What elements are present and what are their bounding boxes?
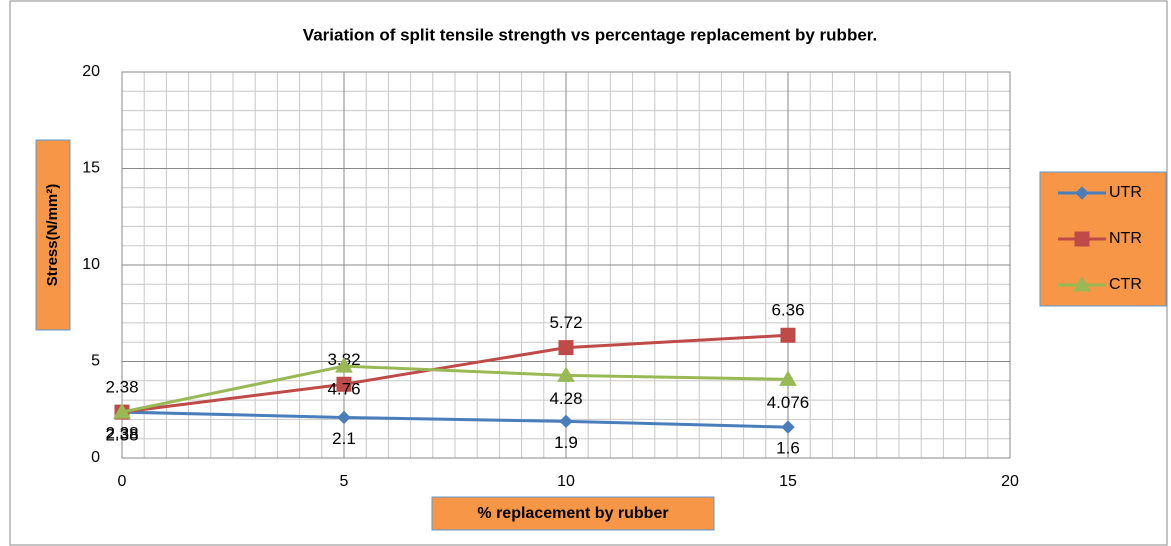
data-label: 4.076 [767,393,810,412]
y-tick-label: 10 [82,256,100,273]
x-axis-title: % replacement by rubber [477,505,668,522]
x-tick-label: 10 [557,473,575,490]
marker [113,403,131,419]
plot-border [121,71,1011,459]
marker [336,376,352,392]
legend-marker [1074,231,1090,247]
chart-title: Variation of split tensile strength vs p… [303,25,877,44]
marker [780,327,796,343]
x-tick-label: 20 [1001,473,1019,490]
series-line [121,410,789,429]
y-axis-title-box [35,139,71,331]
marker [558,340,574,356]
data-label: 2.38 [105,426,138,445]
legend-marker [1075,186,1089,200]
data-label: 1.9 [554,433,578,452]
marker [779,370,797,386]
x-axis-title-box [431,496,715,531]
data-label: 4.76 [327,380,360,399]
legend-label: NTR [1109,230,1142,247]
legend-label: CTR [1109,276,1142,293]
y-tick-label: 15 [82,160,100,177]
y-axis-title: Stress(N/mm²) [44,184,61,287]
marker [781,420,795,434]
data-label: 1.6 [776,439,800,458]
x-tick-label: 15 [779,473,797,490]
y-tick-label: 5 [91,353,100,370]
y-tick-label: 20 [82,63,100,80]
marker [557,366,575,382]
marker [337,410,351,425]
series-line [121,364,789,414]
data-label: 5.72 [549,313,582,332]
marker [559,414,573,429]
data-label: 2.1 [332,429,356,448]
marker [335,357,353,373]
legend-marker [1073,275,1091,292]
data-label: 6.36 [771,301,804,320]
data-label: 2.38 [105,424,138,443]
y-tick-label: 0 [91,449,100,466]
data-label: 2.38 [105,378,138,397]
legend-label: UTR [1109,184,1142,201]
x-tick-label: 5 [340,473,349,490]
data-label: 4.28 [549,389,582,408]
series-line [121,333,789,414]
x-tick-label: 0 [118,473,127,490]
